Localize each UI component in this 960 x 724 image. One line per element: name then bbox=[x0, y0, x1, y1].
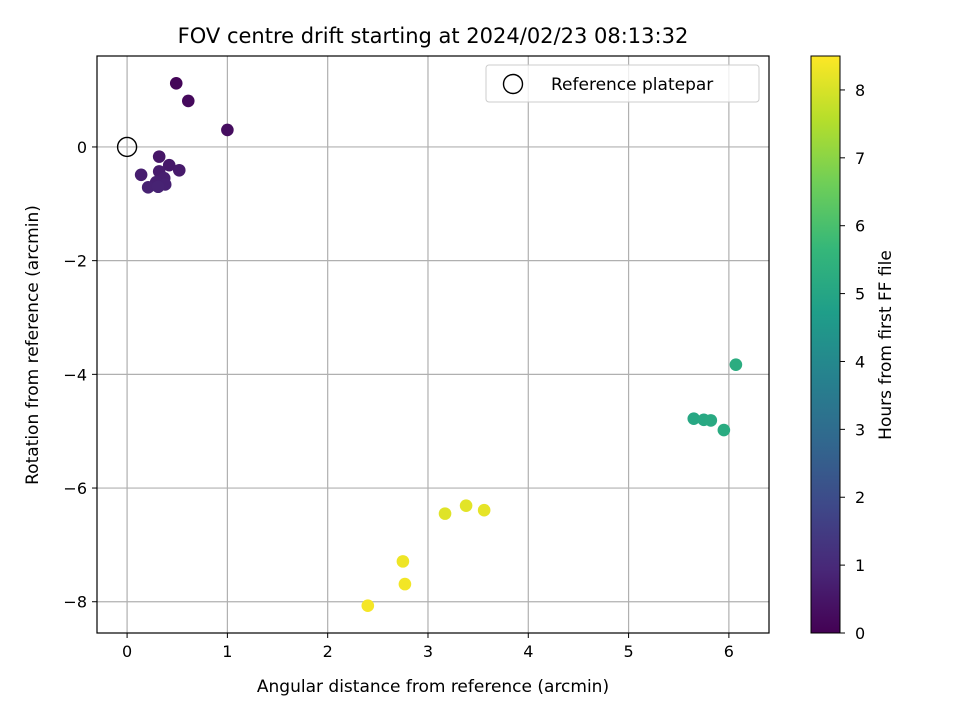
data-point bbox=[169, 76, 183, 90]
colorbar-label: Hours from first FF file bbox=[876, 250, 896, 440]
colorbar-tick-label: 0 bbox=[855, 624, 865, 643]
data-point bbox=[438, 507, 452, 520]
legend-label: Reference platepar bbox=[551, 75, 713, 95]
data-point bbox=[152, 150, 166, 163]
colorbar-tick-label: 2 bbox=[855, 488, 865, 507]
colorbar-tick-label: 8 bbox=[855, 81, 865, 100]
data-point bbox=[361, 599, 375, 613]
y-tick-label: 0 bbox=[77, 138, 87, 157]
data-point bbox=[687, 412, 701, 425]
reference-platepar-marker bbox=[116, 136, 138, 158]
data-point bbox=[398, 577, 412, 591]
data-point bbox=[704, 414, 718, 427]
x-tick-label: 5 bbox=[623, 642, 633, 661]
grid-lines bbox=[97, 56, 769, 633]
data-point bbox=[172, 163, 186, 177]
data-points bbox=[116, 76, 743, 613]
y-axis-ticks: 0 −2 −4 −6 −8 bbox=[63, 138, 97, 612]
colorbar-tick-label: 1 bbox=[855, 556, 865, 575]
colorbar-tick-label: 6 bbox=[855, 217, 865, 236]
data-point bbox=[717, 423, 731, 437]
y-tick-label: −2 bbox=[63, 252, 87, 271]
legend: Reference platepar bbox=[485, 64, 760, 103]
data-point bbox=[729, 358, 743, 371]
colorbar-tick-label: 3 bbox=[855, 420, 865, 439]
colorbar-frame bbox=[810, 55, 841, 634]
y-tick-label: −6 bbox=[63, 479, 87, 498]
x-tick-label: 2 bbox=[323, 642, 333, 661]
x-tick-label: 1 bbox=[222, 642, 232, 661]
colorbar-gradient bbox=[811, 56, 840, 633]
data-point bbox=[162, 158, 176, 172]
chart-title: FOV centre drift starting at 2024/02/23 … bbox=[178, 24, 689, 48]
y-axis-label: Rotation from reference (arcmin) bbox=[23, 205, 43, 485]
x-axis-label: Angular distance from reference (arcmin) bbox=[257, 677, 609, 697]
x-tick-label: 0 bbox=[122, 642, 132, 661]
y-tick-label: −8 bbox=[63, 593, 87, 612]
plot-frame bbox=[96, 55, 770, 634]
colorbar-tick-label: 5 bbox=[855, 285, 865, 304]
x-axis-ticks: 0 1 2 3 4 5 6 bbox=[122, 633, 734, 661]
data-point bbox=[396, 555, 410, 568]
x-tick-label: 6 bbox=[724, 642, 734, 661]
data-point bbox=[459, 499, 473, 512]
data-point bbox=[221, 123, 234, 137]
data-point bbox=[181, 94, 195, 108]
legend-box bbox=[485, 64, 760, 103]
colorbar: 0 1 2 3 4 5 6 7 8 Hours from first FF file bbox=[810, 55, 896, 643]
colorbar-ticks: 0 1 2 3 4 5 6 7 8 bbox=[840, 81, 865, 643]
data-point bbox=[134, 168, 148, 182]
colorbar-tick-label: 7 bbox=[855, 149, 865, 168]
x-tick-label: 3 bbox=[423, 642, 433, 661]
data-point bbox=[151, 180, 165, 194]
legend-reference-marker bbox=[502, 73, 524, 95]
data-point bbox=[477, 503, 491, 517]
data-point bbox=[141, 181, 155, 194]
y-tick-label: −4 bbox=[63, 365, 87, 384]
colorbar-tick-label: 4 bbox=[855, 352, 865, 371]
x-tick-label: 4 bbox=[523, 642, 533, 661]
